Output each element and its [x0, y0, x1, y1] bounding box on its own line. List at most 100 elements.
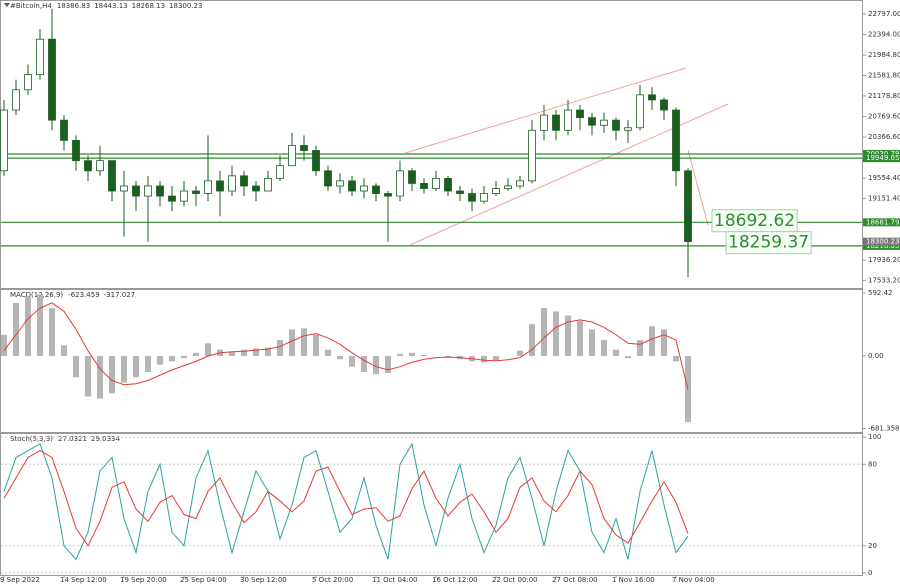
channel-upper	[404, 67, 687, 154]
macd-bar	[421, 354, 427, 357]
macd-bar	[553, 311, 559, 357]
header-value: 29.0334	[91, 435, 120, 443]
level-tag-label: 20030.79	[866, 150, 899, 158]
header-value: -317.027	[104, 291, 135, 299]
macd-bar	[481, 356, 487, 363]
level-tag	[863, 218, 900, 227]
y-tick-label: 19554.40	[868, 174, 900, 182]
macd-bar	[649, 326, 655, 357]
candle-body	[288, 145, 296, 167]
macd-bar	[349, 356, 355, 367]
macd-bar	[385, 356, 391, 374]
candle-body	[432, 177, 440, 189]
x-tick-label: 7 Nov 04:00	[672, 576, 715, 584]
macd-bar	[181, 356, 187, 359]
macd-bar	[517, 350, 523, 357]
level-tag	[863, 154, 900, 163]
candle-body	[552, 114, 560, 131]
macd-bar	[565, 315, 571, 357]
candle-body	[564, 109, 572, 131]
candle-body	[180, 190, 188, 202]
level-tag	[863, 241, 900, 250]
candle-body	[468, 193, 476, 202]
candle-body	[684, 170, 692, 243]
macd-bar	[169, 356, 175, 362]
level-tag-label: 18216.05	[866, 242, 899, 250]
candle-body	[588, 117, 596, 126]
macd-bar	[409, 352, 415, 357]
candle-body	[624, 127, 632, 131]
x-tick-label: 5 Oct 20:00	[312, 576, 353, 584]
candle-body	[396, 170, 404, 197]
annotation: 18259.37	[728, 233, 809, 253]
y-tick-label: 20769.60	[868, 113, 900, 121]
y-tick-label: 20	[868, 542, 877, 550]
macd-bar	[673, 356, 679, 362]
y-tick-label: 19151.40	[868, 195, 900, 203]
y-tick-label: 22394.00	[868, 30, 900, 38]
indicator-title: MACD(12,26,9)	[10, 291, 63, 299]
candle-body	[36, 38, 44, 76]
candle-body	[384, 193, 392, 197]
macd-bar	[13, 302, 19, 357]
macd-bar	[157, 356, 163, 365]
y-tick-label: 21581.80	[868, 72, 900, 80]
x-tick-label: 1 Nov 16:00	[612, 576, 655, 584]
macd-bar	[337, 356, 343, 360]
candle-body	[144, 185, 152, 197]
x-tick-label: 22 Oct 00:00	[492, 576, 538, 584]
candle-body	[372, 185, 380, 194]
x-tick-label: 11 Oct 04:00	[372, 576, 418, 584]
macd-panel	[0, 289, 863, 433]
level-tag-label: 18681.79	[866, 218, 899, 226]
macd-bar	[301, 328, 307, 357]
macd-bar	[97, 356, 103, 399]
candle-body	[444, 177, 452, 192]
header-value: -623.459	[68, 291, 99, 299]
current-price-label: 18300.23	[866, 238, 899, 246]
candle-body	[540, 114, 548, 131]
macd-bar	[361, 356, 367, 372]
macd-bar	[445, 356, 451, 358]
x-tick-label: 19 Sep 20:00	[120, 576, 167, 584]
header-value: 18443.13	[94, 2, 127, 10]
candle-body	[204, 180, 212, 194]
macd-bar	[601, 340, 607, 357]
candle-body	[516, 180, 524, 187]
collapse-icon[interactable]	[4, 3, 10, 7]
candle-body	[528, 129, 536, 182]
macd-bar	[85, 356, 91, 397]
macd-bar	[277, 340, 283, 357]
candle-body	[636, 94, 644, 129]
y-tick-label: 80	[868, 460, 877, 468]
macd-bar	[493, 356, 499, 361]
macd-bar	[25, 296, 31, 357]
x-tick-label: 16 Oct 12:00	[432, 576, 478, 584]
candle-body	[240, 175, 248, 187]
candle-body	[480, 193, 488, 202]
macd-bar	[229, 351, 235, 357]
candle-body	[312, 150, 320, 172]
macd-bar	[313, 334, 319, 357]
candle-body	[120, 185, 128, 192]
indicator-title: Stoch(5,3,3)	[10, 435, 53, 443]
stoch-signal	[3, 450, 689, 547]
candle-body	[504, 185, 512, 189]
x-tick-label: 30 Sep 12:00	[240, 576, 287, 584]
y-tick-label: 0.00	[868, 352, 884, 360]
candle-body	[408, 170, 416, 184]
candle-body	[60, 119, 68, 141]
macd-bar	[577, 320, 583, 357]
annotation: 18692.62	[714, 211, 795, 231]
candle-body	[48, 38, 56, 121]
stoch-panel	[0, 433, 863, 576]
indicator-title: #Bitcoin,H4	[10, 2, 52, 10]
y-tick-label: 22797.00	[868, 10, 900, 18]
macd-bar	[253, 348, 259, 357]
macd-bar	[73, 356, 79, 378]
macd-bar	[325, 349, 331, 357]
macd-bar	[1, 334, 7, 357]
candle-body	[420, 183, 428, 189]
annotation-box	[725, 231, 812, 255]
x-tick-label: 27 Oct 08:00	[552, 576, 598, 584]
